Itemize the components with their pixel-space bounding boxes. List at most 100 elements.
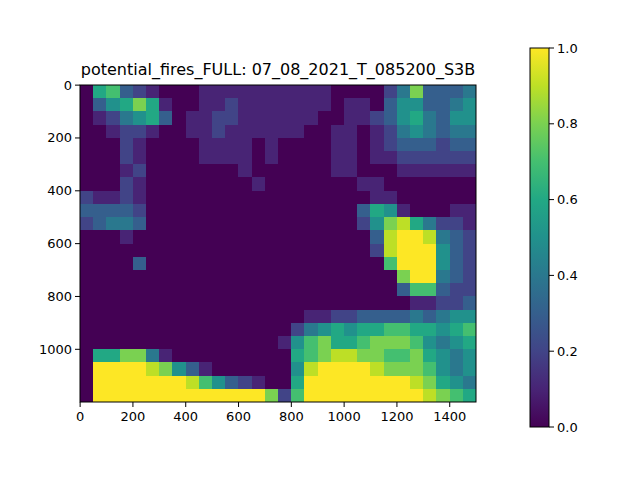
heatmap-cell (212, 111, 226, 125)
heatmap-cell (199, 164, 213, 178)
y-tick-label: 400 (47, 183, 72, 198)
heatmap-cell (80, 362, 94, 376)
y-tick-label: 0 (64, 78, 72, 93)
heatmap-cell (463, 296, 476, 310)
heatmap-cell (199, 336, 213, 350)
heatmap-cell (463, 85, 476, 99)
heatmap-cell (106, 362, 120, 376)
heatmap-cell (410, 270, 424, 284)
heatmap-cell (252, 138, 266, 152)
heatmap-cell (410, 376, 424, 390)
heatmap-cell (344, 217, 358, 231)
heatmap-cell (291, 323, 305, 337)
heatmap-cell (278, 98, 292, 112)
heatmap-cell (370, 376, 384, 390)
heatmap-cell (252, 349, 266, 363)
heatmap-cell (436, 138, 450, 152)
heatmap-cell (225, 270, 239, 284)
heatmap-cell (80, 85, 94, 99)
heatmap-cell (318, 270, 332, 284)
heatmap-cell (186, 389, 200, 402)
heatmap-cell (423, 323, 437, 337)
heatmap-cell (133, 323, 147, 337)
heatmap-cell (304, 270, 318, 284)
heatmap-cell (265, 270, 279, 284)
heatmap-cell (225, 296, 239, 310)
heatmap-cell (331, 310, 345, 324)
y-tick (75, 85, 80, 86)
heatmap-cell (106, 204, 120, 218)
heatmap-cell (344, 283, 358, 297)
heatmap-cell (278, 389, 292, 402)
heatmap-cell (225, 111, 239, 125)
heatmap-cell (384, 283, 398, 297)
heatmap-cell (463, 204, 476, 218)
heatmap-cell (397, 257, 411, 271)
heatmap-cell (344, 125, 358, 139)
heatmap-cell (370, 323, 384, 337)
heatmap-cell (278, 125, 292, 139)
heatmap-cell (80, 310, 94, 324)
heatmap-cell (265, 164, 279, 178)
heatmap-cell (212, 349, 226, 363)
heatmap-cell (120, 98, 134, 112)
heatmap-cell (252, 98, 266, 112)
heatmap-cell (436, 296, 450, 310)
x-tick-label: 400 (173, 409, 198, 424)
heatmap-cell (159, 270, 173, 284)
heatmap-cell (80, 323, 94, 337)
heatmap-cell (291, 111, 305, 125)
heatmap-cell (212, 204, 226, 218)
heatmap-cell (106, 376, 120, 390)
heatmap-cell (450, 191, 464, 205)
heatmap-cell (146, 310, 160, 324)
heatmap-cell (370, 164, 384, 178)
heatmap-cell (278, 376, 292, 390)
heatmap-cell (450, 270, 464, 284)
heatmap-cell (172, 323, 186, 337)
heatmap-cell (265, 323, 279, 337)
y-tick-label: 600 (47, 236, 72, 251)
heatmap-cell (384, 270, 398, 284)
heatmap-cell (238, 98, 252, 112)
heatmap-cell (146, 283, 160, 297)
heatmap-cell (436, 336, 450, 350)
heatmap-cell (436, 85, 450, 99)
heatmap-cell (133, 376, 147, 390)
heatmap-cell (370, 389, 384, 402)
heatmap-cell (304, 310, 318, 324)
heatmap-cell (106, 230, 120, 244)
heatmap-cell (370, 191, 384, 205)
heatmap-cell (370, 111, 384, 125)
heatmap-cell (436, 177, 450, 191)
heatmap-cell (436, 164, 450, 178)
heatmap-cell (436, 362, 450, 376)
heatmap-cell (120, 230, 134, 244)
heatmap-cell (450, 323, 464, 337)
heatmap-cell (436, 217, 450, 231)
heatmap-cell (370, 349, 384, 363)
heatmap-cell (423, 389, 437, 402)
heatmap-cell (225, 257, 239, 271)
heatmap-cell (159, 138, 173, 152)
heatmap-cell (423, 310, 437, 324)
heatmap-cell (159, 296, 173, 310)
heatmap-cell (133, 151, 147, 165)
heatmap-cell (423, 85, 437, 99)
heatmap-cell (133, 138, 147, 152)
heatmap-cell (304, 389, 318, 402)
x-tick (449, 402, 450, 407)
heatmap-cell (133, 336, 147, 350)
heatmap-cell (436, 244, 450, 258)
heatmap-cell (159, 204, 173, 218)
heatmap-cell (172, 257, 186, 271)
heatmap-cell (318, 177, 332, 191)
heatmap-cell (93, 270, 107, 284)
heatmap-cell (450, 204, 464, 218)
heatmap-cell (423, 98, 437, 112)
heatmap-cell (410, 177, 424, 191)
heatmap-cell (436, 230, 450, 244)
heatmap-cell (278, 296, 292, 310)
heatmap-cell (463, 257, 476, 271)
heatmap-cell (278, 164, 292, 178)
